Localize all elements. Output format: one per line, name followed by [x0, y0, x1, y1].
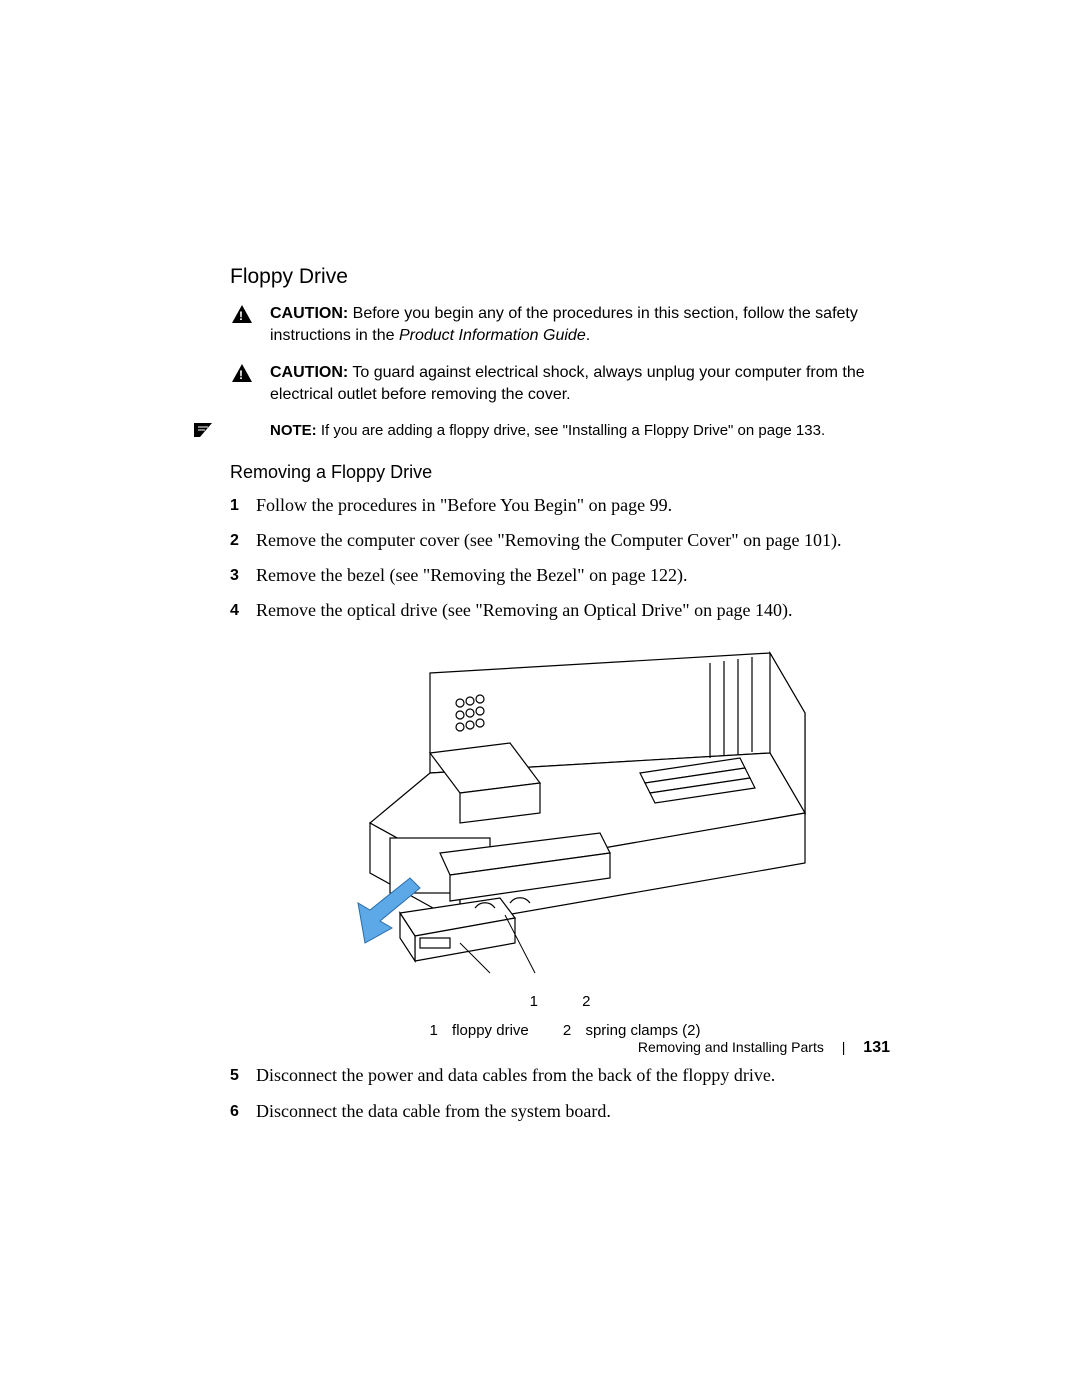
step-text: Remove the bezel (see "Removing the Beze…	[256, 563, 688, 588]
legend-num-2: 2	[563, 1022, 571, 1039]
step-text: Disconnect the power and data cables fro…	[256, 1063, 775, 1088]
caution-1: CAUTION: Before you begin any of the pro…	[230, 303, 890, 346]
step-text: Remove the computer cover (see "Removing…	[256, 528, 842, 553]
note-label: NOTE:	[270, 422, 317, 439]
legend-label-1: floppy drive	[452, 1022, 529, 1039]
note-text: If you are adding a floppy drive, see "I…	[317, 422, 825, 439]
caution-text-2: To guard against electrical shock, alway…	[270, 364, 865, 403]
footer-chapter: Removing and Installing Parts	[638, 1039, 824, 1055]
legend-num-1: 1	[430, 1022, 438, 1039]
step-6: 6 Disconnect the data cable from the sys…	[230, 1099, 890, 1124]
footer-page-number: 131	[863, 1039, 890, 1056]
caution-label-2: CAUTION:	[270, 364, 348, 381]
step-list-continued: 5 Disconnect the power and data cables f…	[230, 1063, 890, 1123]
subsection-title: Removing a Floppy Drive	[230, 462, 890, 483]
step-text: Remove the optical drive (see "Removing …	[256, 598, 793, 623]
caution-2: CAUTION: To guard against electrical sho…	[230, 362, 890, 405]
caution-label: CAUTION:	[270, 305, 348, 322]
caution-guide: Product Information Guide	[399, 327, 586, 344]
computer-diagram	[310, 643, 810, 983]
section-title: Floppy Drive	[230, 265, 890, 289]
step-list: 1 Follow the procedures in "Before You B…	[230, 493, 890, 624]
step-text: Follow the procedures in "Before You Beg…	[256, 493, 672, 518]
page-footer: Removing and Installing Parts | 131	[638, 1039, 890, 1057]
note-icon	[192, 421, 214, 439]
step-num: 1	[230, 493, 256, 518]
step-text: Disconnect the data cable from the syste…	[256, 1099, 611, 1124]
caution-icon	[232, 305, 252, 323]
step-num: 2	[230, 528, 256, 553]
note-block: NOTE: If you are adding a floppy drive, …	[230, 421, 890, 441]
step-num: 3	[230, 563, 256, 588]
step-num: 6	[230, 1099, 256, 1124]
diagram-callout-numbers: 1 2	[230, 993, 890, 1010]
footer-divider: |	[842, 1039, 846, 1055]
step-3: 3 Remove the bezel (see "Removing the Be…	[230, 563, 890, 588]
step-4: 4 Remove the optical drive (see "Removin…	[230, 598, 890, 623]
step-num: 4	[230, 598, 256, 623]
callout-2: 2	[582, 993, 590, 1010]
caution-icon	[232, 364, 252, 382]
step-1: 1 Follow the procedures in "Before You B…	[230, 493, 890, 518]
callout-1: 1	[530, 993, 538, 1010]
legend-label-2: spring clamps (2)	[585, 1022, 700, 1039]
diagram-legend: 1 floppy drive 2 spring clamps (2)	[230, 1022, 890, 1039]
step-5: 5 Disconnect the power and data cables f…	[230, 1063, 890, 1088]
step-num: 5	[230, 1063, 256, 1088]
caution-text-1b: .	[586, 327, 590, 344]
step-2: 2 Remove the computer cover (see "Removi…	[230, 528, 890, 553]
